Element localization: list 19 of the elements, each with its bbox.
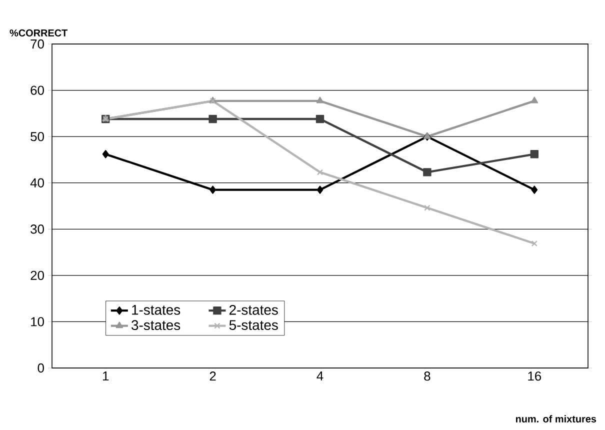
y-tick-label: 50 (30, 132, 44, 142)
x-axis-title: num. of mixtures (516, 415, 596, 422)
x-tick-label: 2 (210, 372, 216, 381)
legend-label: 1-states (132, 305, 180, 315)
legend-label: 5-states (229, 320, 278, 330)
y-tick-label: 70 (30, 39, 44, 49)
y-tick-label: 0 (38, 363, 44, 373)
legend-label: 2-states (230, 304, 278, 315)
x-tick-label: 8 (424, 372, 430, 381)
x-tick-label: 1 (102, 372, 109, 380)
y-tick-label: 20 (30, 270, 44, 280)
y-axis-title: %CORRECT (10, 29, 68, 36)
y-tick-label: 40 (30, 178, 44, 188)
y-tick-label: 30 (30, 224, 44, 234)
y-tick-label: 10 (31, 317, 44, 326)
y-tick-label: 60 (30, 86, 44, 95)
x-tick-label: 4 (316, 372, 324, 380)
x-tick-label: 16 (528, 372, 542, 381)
legend-label: 3-states (132, 320, 180, 330)
